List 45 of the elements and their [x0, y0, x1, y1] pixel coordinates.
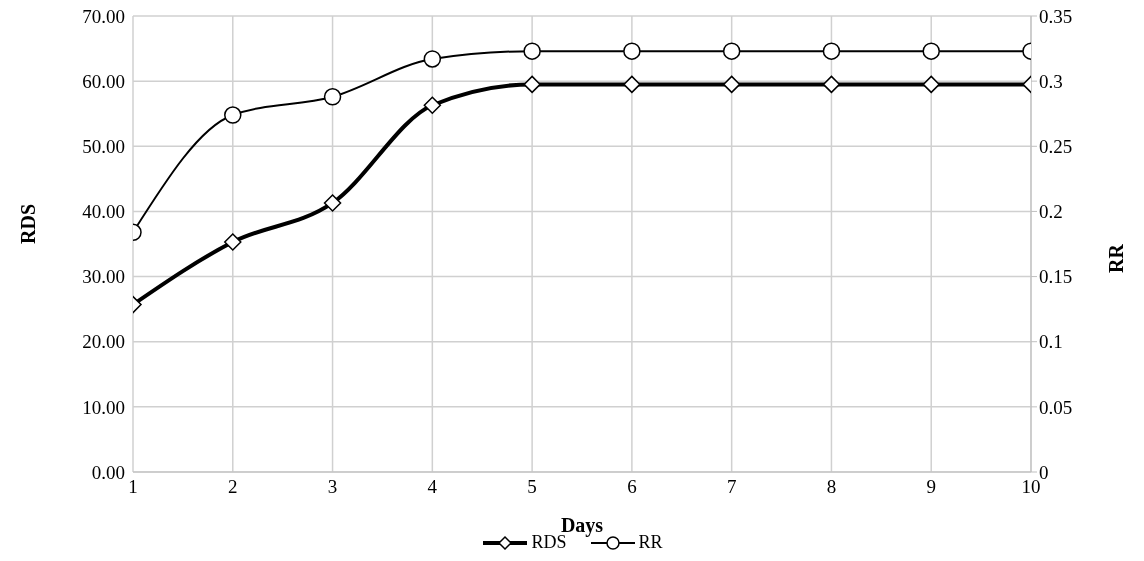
point [722, 75, 741, 94]
y-tick-label: 60.00 [82, 70, 125, 92]
y2-tick-label: 0.25 [1039, 136, 1073, 158]
y-tick-label: 50.00 [82, 136, 125, 158]
legend-label: RR [638, 532, 663, 553]
y-tick-label: 10.00 [82, 396, 125, 418]
y-tick-label: 20.00 [82, 331, 125, 353]
x-tick-label: 6 [627, 476, 637, 498]
point [623, 42, 641, 60]
y2-tick-label: 0.15 [1039, 266, 1073, 288]
point [224, 233, 242, 251]
y2-tick-label: 0.1 [1039, 331, 1063, 353]
point [722, 42, 741, 60]
point [822, 75, 841, 94]
x-tick-label: 4 [427, 476, 438, 498]
point [922, 42, 940, 60]
y2-tick-label: 0.3 [1039, 70, 1063, 92]
point [224, 106, 242, 124]
point [623, 75, 641, 94]
point [822, 42, 841, 60]
point [323, 194, 342, 212]
y2-tick-label: 0.2 [1039, 201, 1063, 223]
y-tick-label: 40.00 [82, 201, 125, 223]
y2-tick-label: 0 [1039, 461, 1049, 483]
point [523, 75, 541, 94]
x-tick-label: 10 [1021, 476, 1041, 498]
x-tick-label: 3 [327, 476, 338, 498]
y2-axis-title: RR [1105, 243, 1128, 273]
y2-tick-label: 0.35 [1039, 5, 1073, 27]
y-axis-title: RDS [17, 203, 40, 244]
y-tick-label: 30.00 [82, 266, 125, 288]
x-tick-label: 8 [826, 476, 837, 498]
x-tick-label: 1 [128, 476, 138, 498]
y2-tick-label: 0.05 [1039, 396, 1073, 418]
y-tick-label: 0.00 [91, 461, 125, 483]
x-tick-label: 9 [926, 476, 936, 498]
point [423, 50, 442, 68]
point [323, 88, 342, 106]
point [423, 96, 442, 114]
x-tick-label: 2 [228, 476, 238, 498]
point [922, 75, 940, 94]
x-tick-label: 5 [527, 476, 537, 498]
x-tick-label: 7 [726, 476, 737, 498]
point [523, 42, 541, 60]
y-tick-label: 70.00 [82, 5, 125, 27]
